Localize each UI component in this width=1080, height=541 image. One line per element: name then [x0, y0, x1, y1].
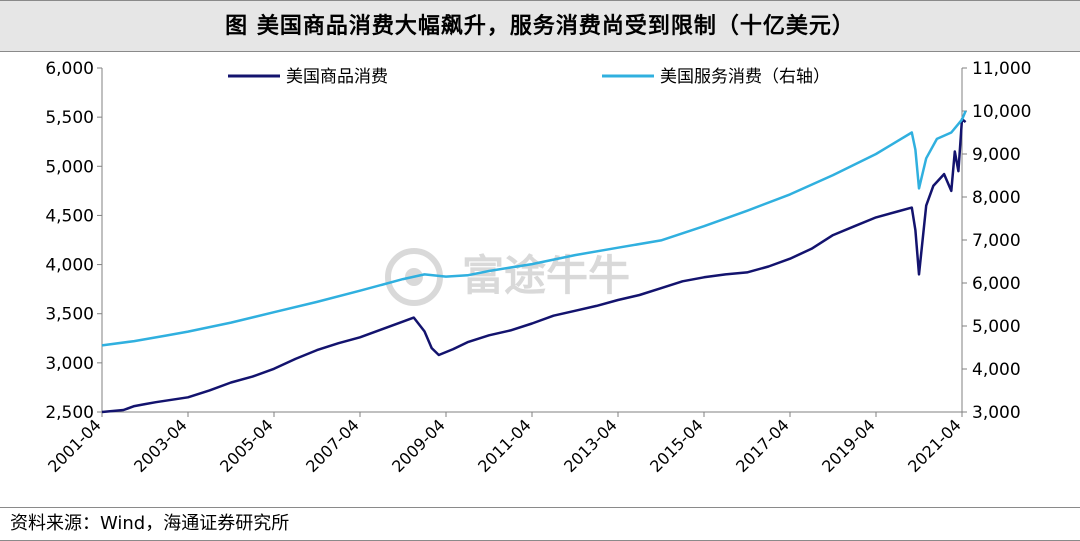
x-tick-label: 2017-04 — [732, 415, 793, 476]
x-tick-label: 2007-04 — [302, 415, 363, 476]
chart: 富途牛牛 2,500 3,000 3,500 4,000 4,500 5,000 5,500… — [44, 59, 1031, 476]
x-tick-label: 2021-04 — [904, 415, 965, 476]
series-lines — [101, 110, 967, 414]
left-tick-label: 3,000 — [45, 354, 94, 374]
right-tick-label: 3,000 — [972, 403, 1021, 423]
left-tick-label: 4,000 — [45, 256, 94, 276]
right-tick-label: 8,000 — [972, 188, 1021, 208]
right-tick-label: 5,000 — [972, 317, 1021, 337]
legend: 美国商品消费 美国服务消费（右轴） — [228, 67, 830, 87]
left-tick-label: 5,500 — [45, 108, 94, 128]
right-tick-label: 9,000 — [972, 145, 1021, 165]
right-tick-label: 4,000 — [972, 360, 1021, 380]
legend-label-services: 美国服务消费（右轴） — [660, 67, 830, 87]
x-tick-label: 2001-04 — [44, 415, 105, 476]
watermark: 富途牛牛 — [462, 251, 630, 300]
series-line-goods — [101, 117, 967, 414]
x-tick-label: 2003-04 — [130, 415, 191, 476]
right-tick-label: 11,000 — [972, 59, 1031, 79]
left-tick-label: 3,500 — [45, 305, 94, 325]
right-tick-label: 7,000 — [972, 231, 1021, 251]
series-line-services — [101, 110, 967, 347]
x-tick-label: 2011-04 — [474, 415, 535, 476]
source-band: 资料来源：Wind，海通证券研究所 — [0, 507, 1080, 541]
source-note: 资料来源：Wind，海通证券研究所 — [10, 513, 290, 534]
right-tick-label: 10,000 — [972, 102, 1031, 122]
x-tick-label: 2009-04 — [388, 415, 449, 476]
x-tick-label: 2005-04 — [216, 415, 277, 476]
right-tick-label: 6,000 — [972, 274, 1021, 294]
x-tick-label: 2015-04 — [646, 415, 707, 476]
x-tick-label: 2019-04 — [818, 415, 879, 476]
left-tick-label: 5,000 — [45, 157, 94, 177]
chart-title: 图 美国商品消费大幅飙升，服务消费尚受到限制（十亿美元） — [225, 14, 855, 39]
left-tick-label: 4,500 — [45, 206, 94, 226]
x-tick-label: 2013-04 — [560, 415, 621, 476]
legend-label-goods: 美国商品消费 — [286, 67, 388, 87]
left-tick-label: 2,500 — [45, 403, 94, 423]
title-band: 图 美国商品消费大幅飙升，服务消费尚受到限制（十亿美元） — [0, 0, 1080, 52]
left-tick-label: 6,000 — [45, 59, 94, 79]
